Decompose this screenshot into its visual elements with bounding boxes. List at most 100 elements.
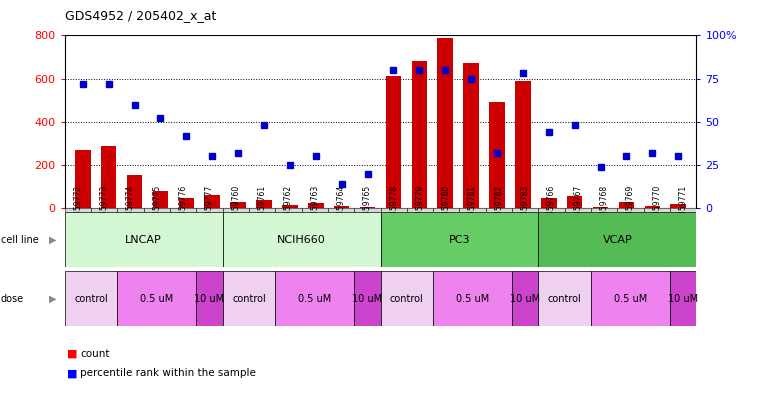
Text: GSM1359773: GSM1359773 — [100, 185, 109, 236]
Text: count: count — [80, 349, 110, 359]
Text: control: control — [232, 294, 266, 304]
Text: GSM1359768: GSM1359768 — [600, 185, 609, 236]
Bar — [144, 208, 170, 212]
Text: GSM1359761: GSM1359761 — [257, 185, 266, 236]
Bar — [412, 61, 427, 208]
Bar — [541, 198, 556, 208]
Text: dose: dose — [1, 294, 24, 304]
Bar — [591, 271, 670, 326]
Bar — [65, 212, 223, 267]
Bar — [670, 271, 696, 326]
Bar — [593, 207, 608, 208]
Bar — [170, 208, 196, 212]
Bar — [223, 271, 275, 326]
Text: 10 uM: 10 uM — [352, 294, 383, 304]
Bar — [301, 208, 328, 212]
Text: GSM1359765: GSM1359765 — [363, 185, 372, 236]
Bar — [354, 208, 380, 212]
Text: GDS4952 / 205402_x_at: GDS4952 / 205402_x_at — [65, 9, 216, 22]
Bar — [460, 208, 486, 212]
Bar — [591, 208, 617, 212]
Text: LNCAP: LNCAP — [126, 235, 162, 245]
Bar — [617, 208, 644, 212]
Text: percentile rank within the sample: percentile rank within the sample — [80, 368, 256, 378]
Bar — [65, 208, 91, 212]
Bar — [670, 204, 686, 208]
Bar — [670, 208, 696, 212]
Bar — [153, 191, 168, 208]
Bar — [567, 196, 582, 208]
Text: GSM1359775: GSM1359775 — [152, 185, 161, 236]
Bar — [334, 206, 349, 208]
Bar — [75, 150, 91, 208]
Bar — [282, 205, 298, 208]
Bar — [433, 271, 512, 326]
Bar — [619, 202, 634, 208]
Bar — [645, 206, 660, 208]
Bar — [515, 81, 530, 208]
Text: GSM1359774: GSM1359774 — [126, 185, 135, 236]
Bar — [438, 37, 453, 208]
Bar — [275, 271, 354, 326]
Bar — [512, 271, 539, 326]
Text: GSM1359769: GSM1359769 — [626, 185, 635, 236]
Text: GSM1359772: GSM1359772 — [73, 185, 82, 236]
Bar — [486, 208, 512, 212]
Bar — [380, 208, 407, 212]
Bar — [127, 175, 142, 208]
Text: GSM1359778: GSM1359778 — [389, 185, 398, 236]
Bar — [565, 208, 591, 212]
Bar — [512, 208, 539, 212]
Text: control: control — [548, 294, 581, 304]
Text: GSM1359771: GSM1359771 — [679, 185, 688, 236]
Text: GSM1359763: GSM1359763 — [310, 185, 319, 236]
Text: cell line: cell line — [1, 235, 39, 245]
Bar — [308, 203, 323, 208]
Text: GSM1359780: GSM1359780 — [442, 185, 451, 236]
Text: control: control — [390, 294, 424, 304]
Text: control: control — [74, 294, 108, 304]
Text: PC3: PC3 — [449, 235, 470, 245]
Text: 0.5 uM: 0.5 uM — [140, 294, 174, 304]
Text: ■: ■ — [67, 349, 78, 359]
Bar — [407, 208, 433, 212]
Text: ■: ■ — [67, 368, 78, 378]
Bar — [223, 212, 380, 267]
Bar — [380, 212, 539, 267]
Text: GSM1359762: GSM1359762 — [284, 185, 293, 236]
Bar — [101, 145, 116, 208]
Bar — [463, 63, 479, 208]
Bar — [249, 208, 275, 212]
Text: GSM1359783: GSM1359783 — [521, 185, 530, 236]
Bar — [539, 208, 565, 212]
Text: 0.5 uM: 0.5 uM — [298, 294, 331, 304]
Text: 10 uM: 10 uM — [668, 294, 699, 304]
Bar — [117, 271, 196, 326]
Text: 10 uM: 10 uM — [194, 294, 224, 304]
Text: GSM1359760: GSM1359760 — [231, 185, 240, 236]
Text: GSM1359764: GSM1359764 — [336, 185, 345, 236]
Text: 10 uM: 10 uM — [510, 294, 540, 304]
Bar — [644, 208, 670, 212]
Bar — [433, 208, 460, 212]
Text: GSM1359779: GSM1359779 — [416, 185, 425, 236]
Bar — [223, 208, 249, 212]
Text: GSM1359766: GSM1359766 — [547, 185, 556, 236]
Bar — [256, 200, 272, 208]
Bar — [196, 208, 222, 212]
Text: GSM1359781: GSM1359781 — [468, 185, 477, 236]
Bar — [539, 212, 696, 267]
Bar — [380, 271, 433, 326]
Text: ▶: ▶ — [49, 294, 57, 304]
Bar — [91, 208, 117, 212]
Bar — [489, 102, 505, 208]
Bar — [231, 202, 246, 208]
Bar — [354, 271, 380, 326]
Bar — [196, 271, 222, 326]
Bar — [539, 271, 591, 326]
Text: GSM1359776: GSM1359776 — [179, 185, 188, 236]
Bar — [275, 208, 301, 212]
Bar — [179, 198, 194, 208]
Text: GSM1359767: GSM1359767 — [573, 185, 582, 236]
Bar — [65, 271, 117, 326]
